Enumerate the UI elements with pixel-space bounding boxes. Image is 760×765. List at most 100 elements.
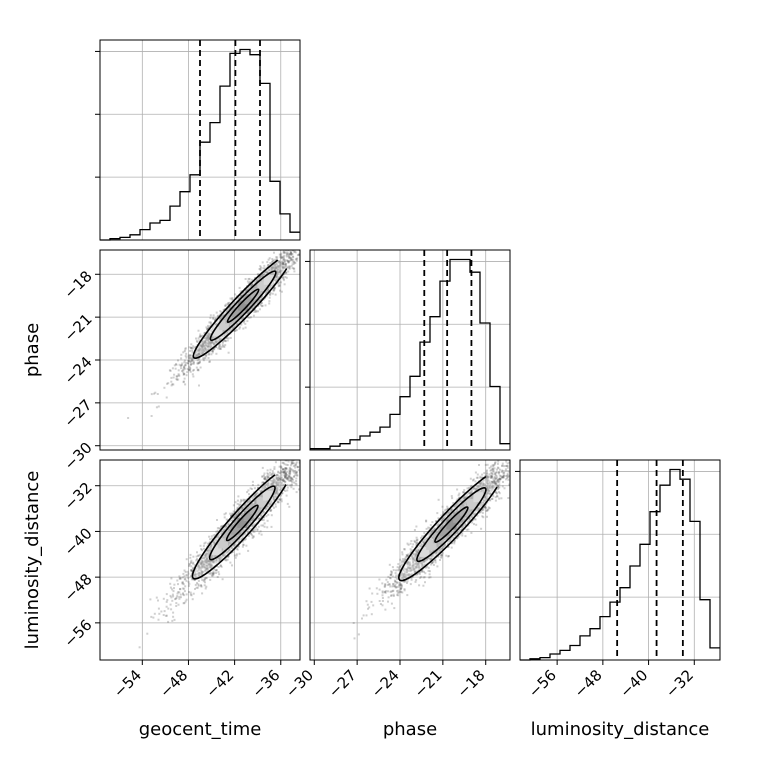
scatter-point — [273, 473, 275, 475]
scatter-point — [270, 510, 272, 512]
scatter-point — [288, 506, 290, 508]
scatter-point — [209, 579, 211, 581]
scatter-point — [304, 444, 306, 446]
scatter-point — [291, 244, 293, 246]
hist-panel-phase — [305, 250, 510, 450]
scatter-point — [212, 317, 214, 319]
scatter-point — [227, 559, 229, 561]
scatter-point — [295, 454, 297, 456]
scatter-point — [253, 315, 255, 317]
scatter-point — [215, 572, 217, 574]
scatter-point — [209, 538, 211, 540]
scatter-point — [294, 474, 296, 476]
scatter-point — [273, 507, 275, 509]
scatter-point — [262, 261, 264, 263]
scatter-point — [188, 369, 190, 371]
scatter-point — [189, 367, 191, 369]
scatter-point — [296, 491, 298, 493]
scatter-point — [239, 553, 241, 555]
scatter-point — [139, 646, 141, 648]
scatter-point — [321, 231, 323, 233]
scatter-point — [345, 182, 347, 184]
scatter-point — [289, 242, 291, 244]
scatter-point — [293, 247, 295, 249]
scatter-point — [184, 590, 186, 592]
scatter-point — [302, 442, 304, 444]
scatter-point — [307, 250, 309, 252]
scatter-point — [198, 362, 200, 364]
scatter-point — [180, 596, 182, 598]
scatter-point — [245, 327, 247, 329]
scatter-point — [271, 258, 273, 260]
scatter-point — [300, 440, 302, 442]
scatter-point — [173, 374, 175, 376]
scatter-point — [216, 312, 218, 314]
scatter-point — [244, 323, 246, 325]
scatter-point — [242, 546, 244, 548]
scatter-point — [248, 278, 250, 280]
scatter-point — [297, 247, 299, 249]
scatter-point — [211, 575, 213, 577]
scatter-point — [247, 550, 249, 552]
scatter-point — [254, 487, 256, 489]
scatter-point — [315, 464, 317, 466]
scatter-point — [304, 248, 306, 250]
scatter-point — [299, 456, 301, 458]
scatter-point — [258, 526, 260, 528]
scatter-point — [169, 583, 171, 585]
scatter-point — [289, 475, 291, 477]
scatter-point — [289, 268, 291, 270]
scatter-point — [220, 565, 222, 567]
scatter-point — [192, 376, 194, 378]
scatter-point — [237, 500, 239, 502]
scatter-point — [325, 222, 327, 224]
scatter-point — [316, 237, 318, 239]
scatter-point — [298, 247, 300, 249]
scatter-point — [186, 593, 188, 595]
scatter-point — [179, 578, 181, 580]
scatter-point — [193, 369, 195, 371]
scatter-point — [280, 465, 282, 467]
scatter-point — [293, 488, 295, 490]
scatter-point — [297, 254, 299, 256]
scatter-point — [127, 417, 129, 419]
scatter-point — [193, 362, 195, 364]
scatter-point — [307, 454, 309, 456]
scatter-point — [189, 350, 191, 352]
scatter-point — [281, 257, 283, 259]
scatter-point — [234, 293, 236, 295]
scatter-point — [297, 238, 299, 240]
scatter-point — [301, 466, 303, 468]
scatter-point — [197, 555, 199, 557]
scatter-point — [288, 247, 290, 249]
scatter-point — [200, 545, 202, 547]
scatter-point — [217, 347, 219, 349]
scatter-point — [302, 447, 304, 449]
scatter-point — [257, 310, 259, 312]
scatter-point — [260, 267, 262, 269]
scatter-point — [270, 469, 272, 471]
scatter-point — [325, 427, 327, 429]
scatter-point — [296, 446, 298, 448]
scatter-panel-geocent-time-luminosity-distance — [100, 419, 336, 660]
scatter-point — [174, 619, 176, 621]
scatter-point — [172, 384, 174, 386]
scatter-point — [269, 474, 271, 476]
scatter-point — [298, 241, 300, 243]
scatter-point — [274, 287, 276, 289]
scatter-point — [246, 320, 248, 322]
scatter-point — [198, 330, 200, 332]
scatter-point — [296, 441, 298, 443]
scatter-point — [316, 440, 318, 442]
scatter-point — [166, 615, 168, 617]
scatter-point — [205, 542, 207, 544]
scatter-point — [242, 544, 244, 546]
scatter-point — [289, 266, 291, 268]
scatter-point — [170, 370, 172, 372]
scatter-point — [281, 246, 283, 248]
scatter-point — [252, 484, 254, 486]
scatter-point — [306, 240, 308, 242]
scatter-point — [286, 489, 288, 491]
scatter-point — [297, 456, 299, 458]
scatter-point — [235, 501, 237, 503]
